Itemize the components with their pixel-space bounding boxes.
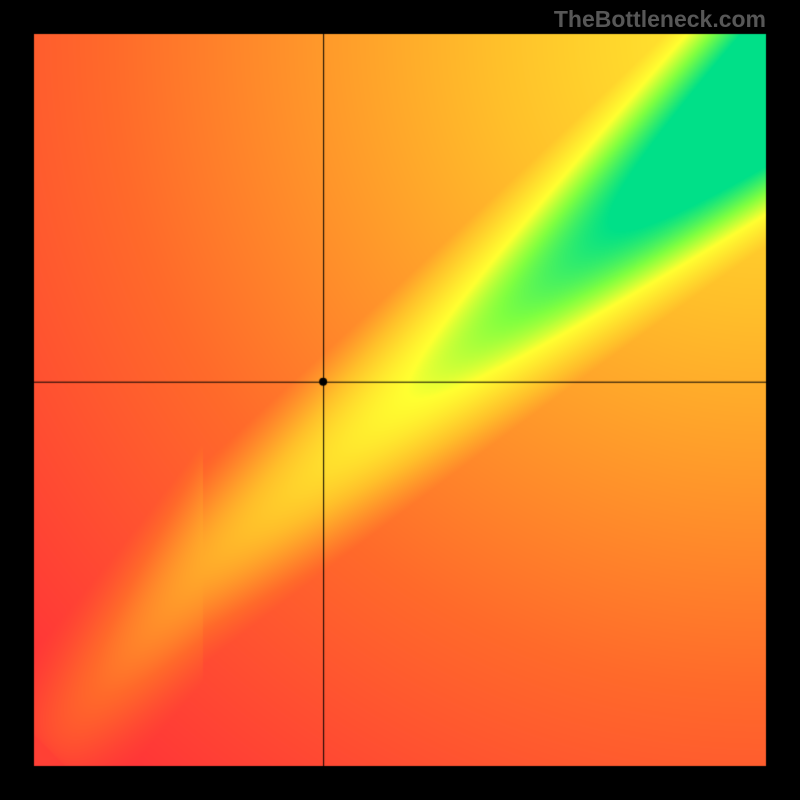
bottleneck-heatmap-canvas xyxy=(0,0,800,800)
chart-container: TheBottleneck.com xyxy=(0,0,800,800)
